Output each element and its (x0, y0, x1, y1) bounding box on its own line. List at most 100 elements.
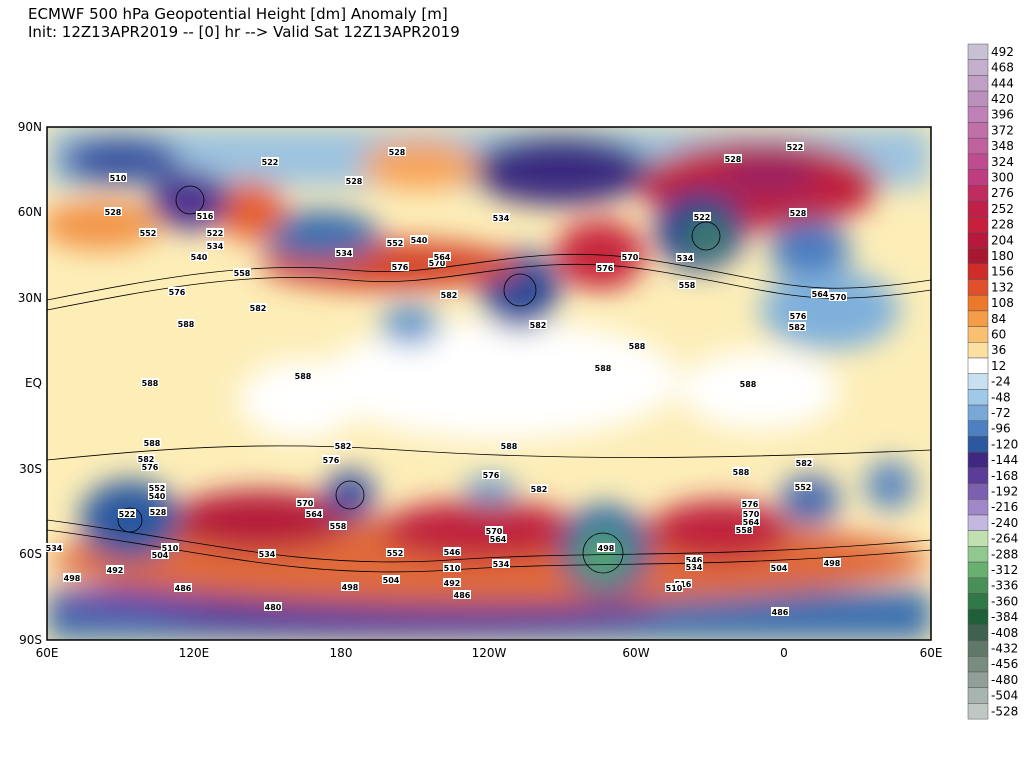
title: ECMWF 500 hPa Geopotential Height [dm] A… (28, 5, 448, 23)
colorbar-box (967, 75, 989, 92)
contour-label: 558 (234, 269, 251, 278)
colorbar-label: -48 (991, 390, 1011, 404)
contour-label-bg (482, 470, 500, 479)
contour-label-bg (151, 550, 169, 559)
contour-label: 534 (493, 560, 510, 569)
contour-label-bg (621, 252, 639, 261)
contour-label-bg (190, 252, 208, 261)
contour-label: 582 (138, 455, 155, 464)
colorbar-box (967, 499, 989, 516)
contour-label-bg (492, 559, 510, 568)
colorbar-label: 132 (991, 280, 1014, 294)
colorbar-box (967, 561, 989, 579)
colorbar-label: 180 (991, 249, 1014, 263)
contour-label-bg (742, 517, 760, 526)
contour-label-bg (789, 208, 807, 217)
lon-label: 60E (36, 646, 59, 660)
contour-label: 564 (743, 518, 760, 527)
colorbar-box (967, 326, 989, 343)
colorbar-label: 468 (991, 61, 1014, 75)
contour-label-bg (137, 454, 155, 463)
contour-label-bg (322, 455, 340, 464)
contour-label: 576 (742, 500, 759, 509)
contour-label: 576 (169, 288, 186, 297)
contour-label: 588 (501, 442, 518, 451)
contour-label-bg (161, 543, 179, 552)
contour-label: 492 (444, 579, 461, 588)
colorbar-box (967, 263, 989, 280)
lat-label: 90S (19, 633, 42, 647)
colorbar-label: 372 (991, 123, 1014, 137)
contour-label: 522 (207, 229, 224, 238)
colorbar-box (967, 404, 989, 422)
contour-label: 570 (743, 510, 760, 519)
contour-label-bg (770, 563, 788, 572)
contour-label-bg (829, 292, 847, 301)
contour-label-bg (148, 483, 166, 492)
contour-label: 570 (297, 499, 314, 508)
contour-label-bg (334, 441, 352, 450)
contour-label: 582 (250, 304, 267, 313)
contour-label: 576 (483, 471, 500, 480)
contour-label-bg (795, 458, 813, 467)
colorbar-box (967, 357, 989, 374)
contour-label-bg (149, 507, 167, 516)
contour-label-bg (529, 320, 547, 329)
contour-label-bg (196, 211, 214, 220)
contour-label-bg (443, 547, 461, 556)
colorbar-label: 36 (991, 343, 1006, 357)
colorbar-label: -312 (991, 563, 1018, 577)
colorbar-label: 420 (991, 92, 1014, 106)
colorbar-label: -120 (991, 437, 1018, 451)
contour-label: 486 (175, 584, 192, 593)
contour-label-bg (786, 142, 804, 151)
contour-label: 564 (306, 510, 323, 519)
contour-label: 504 (152, 551, 169, 560)
colorbar-box (967, 530, 989, 547)
contour-label-bg (106, 565, 124, 574)
contour-label: 522 (262, 158, 279, 167)
colorbar-box (967, 420, 989, 437)
colorbar-label: 444 (991, 76, 1014, 90)
contour-label: 528 (389, 148, 406, 157)
contour-label-bg (258, 549, 276, 558)
contour-label-bg (143, 438, 161, 447)
lat-label: 30N (18, 291, 42, 305)
contour-label: 510 (162, 544, 179, 553)
contour-label-bg (109, 173, 127, 182)
colorbar-box (967, 577, 989, 594)
contour-label-bg (388, 147, 406, 156)
contour-label-bg (500, 441, 518, 450)
contour-label: 534 (259, 550, 276, 559)
contour-label-bg (453, 590, 471, 599)
contour-label: 486 (454, 591, 471, 600)
contour-label: 552 (795, 483, 812, 492)
colorbar-box (967, 593, 989, 610)
colorbar-label: 84 (991, 312, 1006, 326)
contour-label-bg (741, 499, 759, 508)
contour-label-bg (118, 509, 136, 518)
contour-label-bg (294, 371, 312, 380)
colorbar-label: -456 (991, 657, 1018, 671)
contour-label-bg (489, 534, 507, 543)
contour-label: 576 (790, 312, 807, 321)
contour-label: 588 (144, 439, 161, 448)
contour-label-bg (693, 212, 711, 221)
contour-label-bg (685, 562, 703, 571)
contour-label: 516 (197, 212, 214, 221)
contour-label: 510 (444, 564, 461, 573)
colorbar-label: -504 (991, 689, 1018, 703)
contour-label-bg (739, 379, 757, 388)
contour-label-bg (492, 213, 510, 222)
contour-label-bg (141, 378, 159, 387)
contour-label-bg (410, 235, 428, 244)
colorbar-label: -264 (991, 532, 1018, 546)
colorbar-label: -336 (991, 579, 1018, 593)
contour-label-bg (104, 207, 122, 216)
colorbar-box (967, 216, 989, 233)
colorbar-label: 60 (991, 327, 1006, 341)
colorbar-label: -240 (991, 516, 1018, 530)
contour-label: 582 (531, 485, 548, 494)
contour-label: 516 (675, 580, 692, 589)
contour-label: 534 (46, 544, 63, 553)
